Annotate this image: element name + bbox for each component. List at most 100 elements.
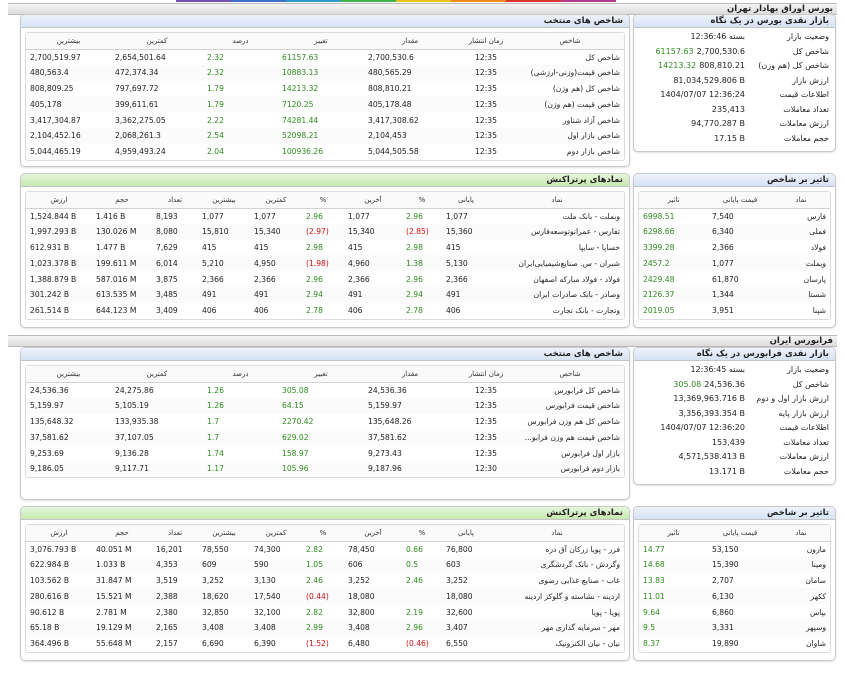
table-cell: 7120.25 xyxy=(278,96,364,113)
table-cell: 37,581.62 xyxy=(26,429,111,446)
tse-summary-panel: بازار نقدی بورس در یک نگاه وضعیت بازار بس… xyxy=(633,14,836,152)
column-header: پایانی xyxy=(442,192,490,209)
table-cell: 1.74 xyxy=(207,448,224,458)
table-cell: (1.98) xyxy=(302,255,344,272)
summary-value-group: 81,034,529.806 B xyxy=(673,74,745,89)
table-row: شاخص بازار اول 12:35 2,104,453 52098.21 2.54… xyxy=(26,127,624,144)
table-cell: 18,080 xyxy=(442,588,490,605)
top-color-strip xyxy=(0,0,845,3)
tse-impact-panel: تاثیر بر شاخص نماد قیمت پایانی تاثیر فارس 7… xyxy=(633,173,836,328)
table-cell: 6,480 xyxy=(348,639,370,649)
table-cell: شاخص بازار اول xyxy=(516,127,624,144)
summary-value-group: 3,356,393.354 B xyxy=(678,407,745,422)
summary-value-group: 13.171 B xyxy=(709,465,745,480)
column-header: بیشترین xyxy=(26,33,111,50)
ifb-indices-panel: شاخص های منتخب شاخص زمان انتشار مقدار تغییر… xyxy=(20,347,630,500)
table-cell: 133,935.38 xyxy=(115,416,159,426)
table-cell: 1,997.293 B xyxy=(26,223,92,240)
table-cell: 90.612 B xyxy=(30,607,65,617)
table-cell: 2.94 xyxy=(402,286,442,303)
column-header: ارزش xyxy=(26,192,92,209)
table-row: غاب - صنایع غذایی رضوی 3,252 2.46 3,252 2.46… xyxy=(26,573,624,589)
table-cell: 480,565.29 xyxy=(364,64,456,81)
table-cell: 491 xyxy=(198,286,250,303)
table-cell: 1,023.378 B xyxy=(26,255,92,272)
table-cell: 2.98 xyxy=(406,242,423,252)
table-cell: 3,875 xyxy=(156,274,178,284)
table-cell: 2.46 xyxy=(306,575,323,585)
column-header: زمان انتشار xyxy=(456,33,516,50)
table-cell: 2,157 xyxy=(156,639,178,649)
table-cell: 1.79 xyxy=(207,83,224,93)
table-cell: 415 xyxy=(202,242,217,252)
table-cell: شاخص قیمت(وزنی-ارزشی) xyxy=(516,64,624,81)
table-row: شاخص قیمت هم وزن فرابو... 12:35 37,581.62 6… xyxy=(26,429,624,446)
summary-value: 17.15 B xyxy=(714,133,745,143)
table-cell: 15,340 xyxy=(250,223,302,240)
ifb-impact-title: تاثیر بر شاخص xyxy=(634,507,835,520)
table-cell: 2,366 xyxy=(446,274,468,284)
column-header: نماد xyxy=(490,525,624,542)
table-cell: 78,550 xyxy=(202,544,229,554)
table-cell: 5,130 xyxy=(442,255,490,272)
table-cell: 9,136.28 xyxy=(115,448,149,458)
table-cell: 406 xyxy=(446,306,461,316)
table-row: وگردش - بانک گردشگری 603 0.5 606 1.05 590 609 4… xyxy=(26,556,624,573)
table-cell: وبملت xyxy=(772,255,830,272)
table-cell: 100936.26 xyxy=(282,147,324,157)
table-cell: 3,408 xyxy=(198,619,250,636)
summary-row: ارزش بازار پایه 3,356,393.354 B xyxy=(634,407,835,422)
table-cell: 808,809.25 xyxy=(30,83,74,93)
table-cell: 6,860 xyxy=(712,607,734,617)
table-cell: 612.931 B xyxy=(30,242,70,252)
table-cell: 1.7 xyxy=(203,429,278,446)
table-cell: 2126.37 xyxy=(639,286,708,303)
table-cell: خساپا - سایپا xyxy=(578,242,620,252)
summary-row: ارزش بازار اول و دوم 13,369,963.716 B xyxy=(634,392,835,407)
table-row: خساپا - سایپا 415 2.98 415 2.98 415 415 7,629 1.… xyxy=(26,240,624,256)
tse-indices-title: شاخص های منتخب xyxy=(21,15,629,28)
table-cell: 491 xyxy=(442,286,490,303)
table-cell: پارسان xyxy=(803,274,826,284)
table-cell: 135,648.32 xyxy=(30,416,74,426)
table-cell: فولاد xyxy=(810,242,826,252)
tse-indices-table: شاخص زمان انتشار مقدار تغییر درصد کمترین بیشتر… xyxy=(26,33,624,160)
table-cell: 2.54 xyxy=(203,127,278,144)
table-cell: 2,700,530.6 xyxy=(368,52,414,62)
table-cell: ومینا xyxy=(772,556,830,573)
table-row: شاخص قیمت فرابورس 12:35 5,159.97 64.15 1.26 5… xyxy=(26,397,624,414)
table-cell: 2457.2 xyxy=(639,255,708,272)
table-header-row: شاخص زمان انتشار مقدار تغییر درصد کمترین بیشتر… xyxy=(26,33,624,50)
table-cell: 18,080 xyxy=(344,588,402,605)
summary-value: بسته 12:36:45 xyxy=(690,365,745,374)
table-cell: 3,951 xyxy=(712,306,734,316)
column-header: مقدار xyxy=(364,33,456,50)
table-cell: 135,648.26 xyxy=(368,416,412,426)
table-cell: 199.611 M xyxy=(92,255,152,272)
table-cell: 53,150 xyxy=(712,544,739,554)
table-cell: 74281.44 xyxy=(282,115,319,125)
table-cell: 3,362,275.05 xyxy=(115,115,166,125)
column-header: درصد xyxy=(203,366,278,383)
summary-value: 235,413 xyxy=(711,104,745,114)
table-cell: (2.97) xyxy=(302,223,344,240)
table-cell: 6298.66 xyxy=(639,223,708,240)
table-cell: 14.68 xyxy=(639,556,708,573)
table-row: تفارس - عمرانوتوسعه‌فارس 15,360 (2.85) 15,3… xyxy=(26,223,624,240)
table-header-row: نماد قیمت پایانی تاثیر xyxy=(639,192,830,209)
table-row: وصادر - بانک صادرات ایران 491 2.94 491 2.94 4… xyxy=(26,286,624,303)
table-row: فارس 7,540 6998.51 xyxy=(639,208,830,224)
summary-label: اطلاعات قیمت xyxy=(779,423,829,432)
table-cell: 1.26 xyxy=(203,397,278,414)
column-header: % xyxy=(402,525,442,542)
table-cell: (0.44) xyxy=(302,588,344,605)
table-cell: شپنا xyxy=(812,306,826,316)
table-cell: 12:35 xyxy=(475,385,497,395)
table-row: سامان 2,707 13.83 xyxy=(639,573,830,589)
table-cell: 629.02 xyxy=(278,429,364,446)
table-cell: 15,390 xyxy=(708,556,772,573)
table-cell: 603 xyxy=(442,556,490,573)
table-cell: 3,408 xyxy=(250,619,302,636)
table-cell: 11.01 xyxy=(639,588,708,605)
table-cell: 2.19 xyxy=(406,607,423,617)
